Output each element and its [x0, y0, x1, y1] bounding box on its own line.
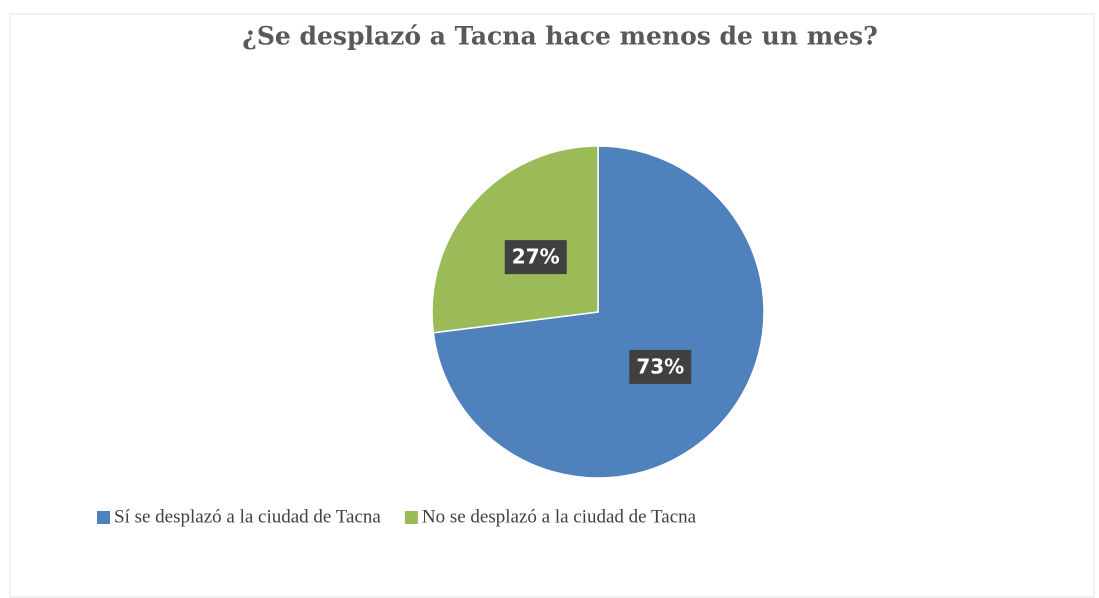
legend-label: No se desplazó a la ciudad de Tacna	[422, 506, 697, 527]
chart-title: ¿Se desplazó a Tacna hace menos de un me…	[242, 22, 878, 51]
data-label-box	[629, 349, 692, 384]
data-label: 73%	[636, 354, 684, 378]
legend-swatch	[404, 511, 418, 524]
data-label-box	[504, 240, 567, 275]
legend-swatch	[97, 511, 110, 524]
pie-slice	[431, 145, 599, 334]
data-label: 27%	[512, 245, 560, 269]
legend-label: Sí se desplazó a la ciudad de Tacna	[114, 506, 381, 527]
